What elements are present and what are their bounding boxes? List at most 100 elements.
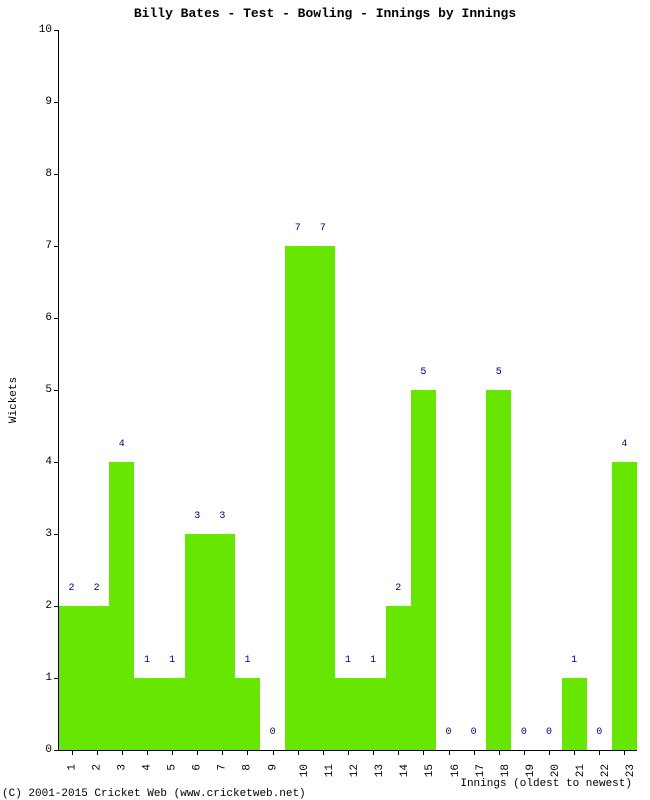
y-tick-label: 0: [45, 744, 52, 756]
x-tick-label: 21: [575, 764, 587, 777]
y-tick-label: 5: [45, 384, 52, 396]
bar: [185, 534, 210, 750]
x-tick-label: 8: [242, 764, 254, 771]
bar: [386, 606, 411, 750]
x-tick: [122, 750, 123, 755]
y-tick: [54, 30, 59, 31]
chart-container: Billy Bates - Test - Bowling - Innings b…: [0, 0, 650, 800]
value-label: 7: [320, 223, 326, 234]
x-tick: [197, 750, 198, 755]
x-tick: [599, 750, 600, 755]
y-tick-label: 4: [45, 456, 52, 468]
value-label: 4: [119, 439, 125, 450]
y-tick: [54, 534, 59, 535]
x-tick: [423, 750, 424, 755]
bar: [109, 462, 134, 750]
x-tick-label: 14: [399, 764, 411, 777]
bar: [310, 246, 335, 750]
y-tick: [54, 462, 59, 463]
x-tick: [549, 750, 550, 755]
x-tick-label: 16: [450, 764, 462, 777]
value-label: 7: [295, 223, 301, 234]
value-label: 3: [194, 511, 200, 522]
x-tick: [97, 750, 98, 755]
bar: [335, 678, 360, 750]
value-label: 0: [270, 727, 276, 738]
x-tick-label: 7: [217, 764, 229, 771]
value-label: 1: [571, 655, 577, 666]
x-tick: [449, 750, 450, 755]
y-tick-label: 7: [45, 240, 52, 252]
y-tick-label: 2: [45, 600, 52, 612]
y-tick: [54, 390, 59, 391]
x-tick: [147, 750, 148, 755]
x-tick-label: 20: [550, 764, 562, 777]
value-label: 0: [596, 727, 602, 738]
value-label: 0: [471, 727, 477, 738]
x-tick: [524, 750, 525, 755]
y-tick: [54, 246, 59, 247]
y-tick-label: 9: [45, 96, 52, 108]
x-tick: [323, 750, 324, 755]
x-tick-label: 6: [192, 764, 204, 771]
bar: [210, 534, 235, 750]
x-tick-label: 1: [66, 764, 78, 771]
value-label: 2: [69, 583, 75, 594]
x-tick-label: 12: [349, 764, 361, 777]
bar: [59, 606, 84, 750]
y-tick-label: 1: [45, 672, 52, 684]
x-tick: [247, 750, 248, 755]
chart-title: Billy Bates - Test - Bowling - Innings b…: [0, 6, 650, 21]
value-label: 3: [219, 511, 225, 522]
x-tick-label: 18: [500, 764, 512, 777]
value-label: 1: [144, 655, 150, 666]
x-tick-label: 2: [91, 764, 103, 771]
x-tick-label: 5: [167, 764, 179, 771]
value-label: 0: [521, 727, 527, 738]
bar: [361, 678, 386, 750]
copyright-text: (C) 2001-2015 Cricket Web (www.cricketwe…: [2, 788, 306, 800]
value-label: 1: [370, 655, 376, 666]
value-label: 0: [446, 727, 452, 738]
value-label: 1: [169, 655, 175, 666]
x-tick: [172, 750, 173, 755]
bar: [235, 678, 260, 750]
bar: [134, 678, 159, 750]
y-tick-label: 10: [39, 24, 52, 36]
value-label: 5: [420, 367, 426, 378]
x-tick-label: 15: [425, 764, 437, 777]
x-tick: [222, 750, 223, 755]
x-tick-label: 22: [601, 764, 613, 777]
y-tick: [54, 174, 59, 175]
x-tick-label: 4: [142, 764, 154, 771]
y-tick-label: 6: [45, 312, 52, 324]
y-tick: [54, 318, 59, 319]
x-tick-label: 10: [299, 764, 311, 777]
bar: [612, 462, 637, 750]
x-tick: [298, 750, 299, 755]
bar: [160, 678, 185, 750]
x-tick-label: 19: [525, 764, 537, 777]
y-axis-label: Wickets: [8, 377, 20, 423]
value-label: 1: [244, 655, 250, 666]
x-tick-label: 13: [374, 764, 386, 777]
value-label: 1: [345, 655, 351, 666]
value-label: 0: [546, 727, 552, 738]
x-tick: [373, 750, 374, 755]
x-tick: [398, 750, 399, 755]
x-tick-label: 9: [267, 764, 279, 771]
y-tick-label: 8: [45, 168, 52, 180]
x-tick: [72, 750, 73, 755]
x-tick: [574, 750, 575, 755]
value-label: 4: [621, 439, 627, 450]
y-tick-label: 3: [45, 528, 52, 540]
bar: [84, 606, 109, 750]
x-tick-label: 11: [324, 764, 336, 777]
x-tick: [624, 750, 625, 755]
x-tick: [348, 750, 349, 755]
bar: [285, 246, 310, 750]
value-label: 2: [395, 583, 401, 594]
y-tick: [54, 750, 59, 751]
x-tick-label: 23: [626, 764, 638, 777]
x-tick: [273, 750, 274, 755]
